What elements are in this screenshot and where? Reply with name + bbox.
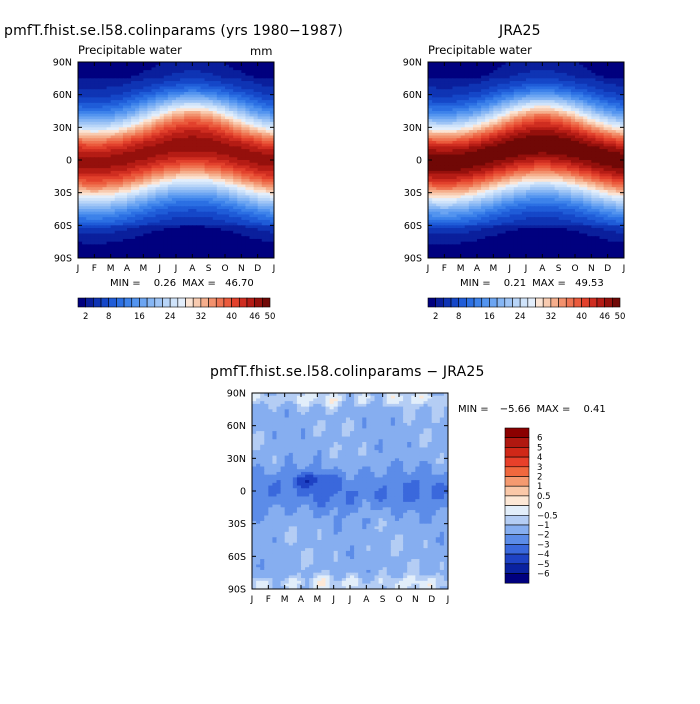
y-tick-label: 30N bbox=[53, 123, 72, 134]
colorbar-swatch bbox=[93, 298, 101, 307]
colorbar-swatch bbox=[155, 298, 163, 307]
y-tick-label: 30S bbox=[54, 188, 72, 199]
x-tick-label: A bbox=[124, 264, 131, 274]
colorbar-swatch bbox=[262, 298, 270, 307]
field-cells bbox=[78, 62, 275, 259]
colorbar-swatch bbox=[139, 298, 147, 307]
x-tick-label: S bbox=[206, 264, 212, 274]
x-tick-label: A bbox=[189, 264, 196, 274]
colorbar-tick-label: 2 bbox=[83, 312, 88, 322]
colorbar-tick-label: 40 bbox=[226, 312, 237, 322]
x-tick-label: M bbox=[139, 264, 147, 274]
colorbar-tick-label: 16 bbox=[134, 312, 145, 322]
colorbar-tick-label: 32 bbox=[195, 312, 206, 322]
colorbar-swatch bbox=[186, 298, 194, 307]
y-tick-label: 90S bbox=[54, 254, 72, 265]
y-tick-label: 0 bbox=[66, 156, 72, 167]
colorbar-tick-label: 46 bbox=[249, 312, 260, 322]
x-tick-label: M bbox=[107, 264, 115, 274]
colorbar-swatch bbox=[178, 298, 186, 307]
colorbar-swatch bbox=[232, 298, 240, 307]
colorbar-tick-label: 50 bbox=[265, 312, 276, 322]
colorbar-swatch bbox=[170, 298, 178, 307]
colorbar-swatch bbox=[109, 298, 117, 307]
colorbar-tick-label: 24 bbox=[165, 312, 176, 322]
x-tick-label: D bbox=[254, 264, 261, 274]
y-tick-label: 90N bbox=[53, 58, 72, 69]
colorbar-swatch bbox=[162, 298, 170, 307]
x-tick-label: F bbox=[92, 264, 97, 274]
colorbar-swatch bbox=[124, 298, 132, 307]
colorbar-swatch bbox=[201, 298, 209, 307]
colorbar-swatch bbox=[147, 298, 155, 307]
field-cells bbox=[428, 62, 625, 259]
y-tick-label: 60S bbox=[54, 221, 72, 232]
colorbar-swatch bbox=[239, 298, 247, 307]
colorbar-swatch bbox=[255, 298, 263, 307]
x-tick-label: J bbox=[157, 264, 161, 274]
colorbar-swatch bbox=[224, 298, 232, 307]
colorbar-swatch bbox=[193, 298, 201, 307]
y-tick-label: 60N bbox=[53, 90, 72, 101]
colorbar-swatch bbox=[132, 298, 140, 307]
x-tick-label: N bbox=[238, 264, 245, 274]
colorbar-swatch bbox=[209, 298, 217, 307]
x-tick-label: O bbox=[221, 264, 228, 274]
colorbar-swatch bbox=[101, 298, 109, 307]
colorbar: 2 8 16 24 32 40 46 50 bbox=[78, 298, 275, 322]
colorbar-tick-label: 8 bbox=[106, 312, 111, 322]
colorbar-swatch bbox=[86, 298, 94, 307]
x-tick-label: J bbox=[76, 264, 80, 274]
x-tick-label: J bbox=[272, 264, 276, 274]
colorbar-swatch bbox=[78, 298, 86, 307]
x-tick-label: J bbox=[174, 264, 178, 274]
colorbar-swatch bbox=[116, 298, 124, 307]
colorbar-swatch bbox=[247, 298, 255, 307]
colorbar-swatch bbox=[216, 298, 224, 307]
